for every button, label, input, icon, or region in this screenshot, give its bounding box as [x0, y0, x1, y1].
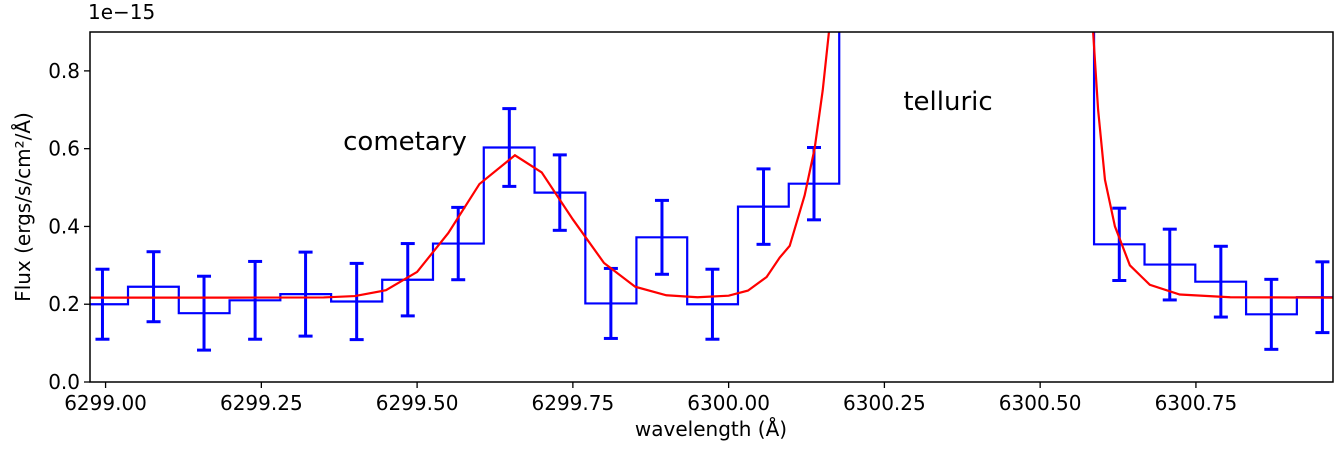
- error-bar: [552, 153, 567, 232]
- error-bar: [756, 167, 771, 246]
- x-tick-label: 6300.25: [843, 391, 926, 415]
- error-bar: [298, 250, 313, 338]
- y-tick-label: 0.6: [48, 137, 80, 161]
- x-tick-label: 6299.25: [220, 391, 303, 415]
- annotation: telluric: [903, 87, 992, 117]
- data-line: [90, 32, 841, 315]
- error-bar: [248, 259, 263, 341]
- plot-area: [90, 32, 1333, 352]
- data-line: [1092, 32, 1333, 316]
- data-line: [90, 32, 831, 299]
- error-bar: [451, 205, 466, 282]
- error-bar: [1162, 227, 1177, 302]
- error-bar: [705, 267, 720, 341]
- data-line: [1092, 32, 1333, 299]
- y-tick-label: 0.4: [48, 214, 80, 238]
- annotation: cometary: [343, 127, 467, 157]
- x-tick-label: 6299.75: [532, 391, 615, 415]
- x-tick-label: 6300.00: [687, 391, 770, 415]
- x-tick-label: 6299.50: [376, 391, 459, 415]
- error-bar: [146, 250, 161, 324]
- error-bar: [1112, 206, 1127, 282]
- y-tick-label: 0.0: [48, 370, 80, 394]
- error-bar: [400, 242, 415, 318]
- x-axis-label: wavelength (Å): [635, 417, 787, 441]
- y-tick-label: 0.8: [48, 59, 80, 83]
- error-bar: [1264, 277, 1279, 351]
- x-tick-label: 6300.50: [999, 391, 1082, 415]
- error-bar: [349, 261, 364, 342]
- error-bar: [1213, 244, 1228, 319]
- y-tick-label: 0.2: [48, 292, 80, 316]
- x-tick-label: 6300.75: [1155, 391, 1238, 415]
- plot-frame: [89, 31, 1334, 383]
- y-offset-label: 1e−15: [88, 0, 155, 24]
- y-axis-label: Flux (ergs/s/cm²/Å): [11, 112, 35, 302]
- error-bar: [95, 267, 110, 341]
- error-bar: [197, 274, 212, 352]
- x-tick-label: 6299.00: [64, 391, 147, 415]
- error-bar: [502, 107, 517, 188]
- error-bar: [654, 198, 669, 276]
